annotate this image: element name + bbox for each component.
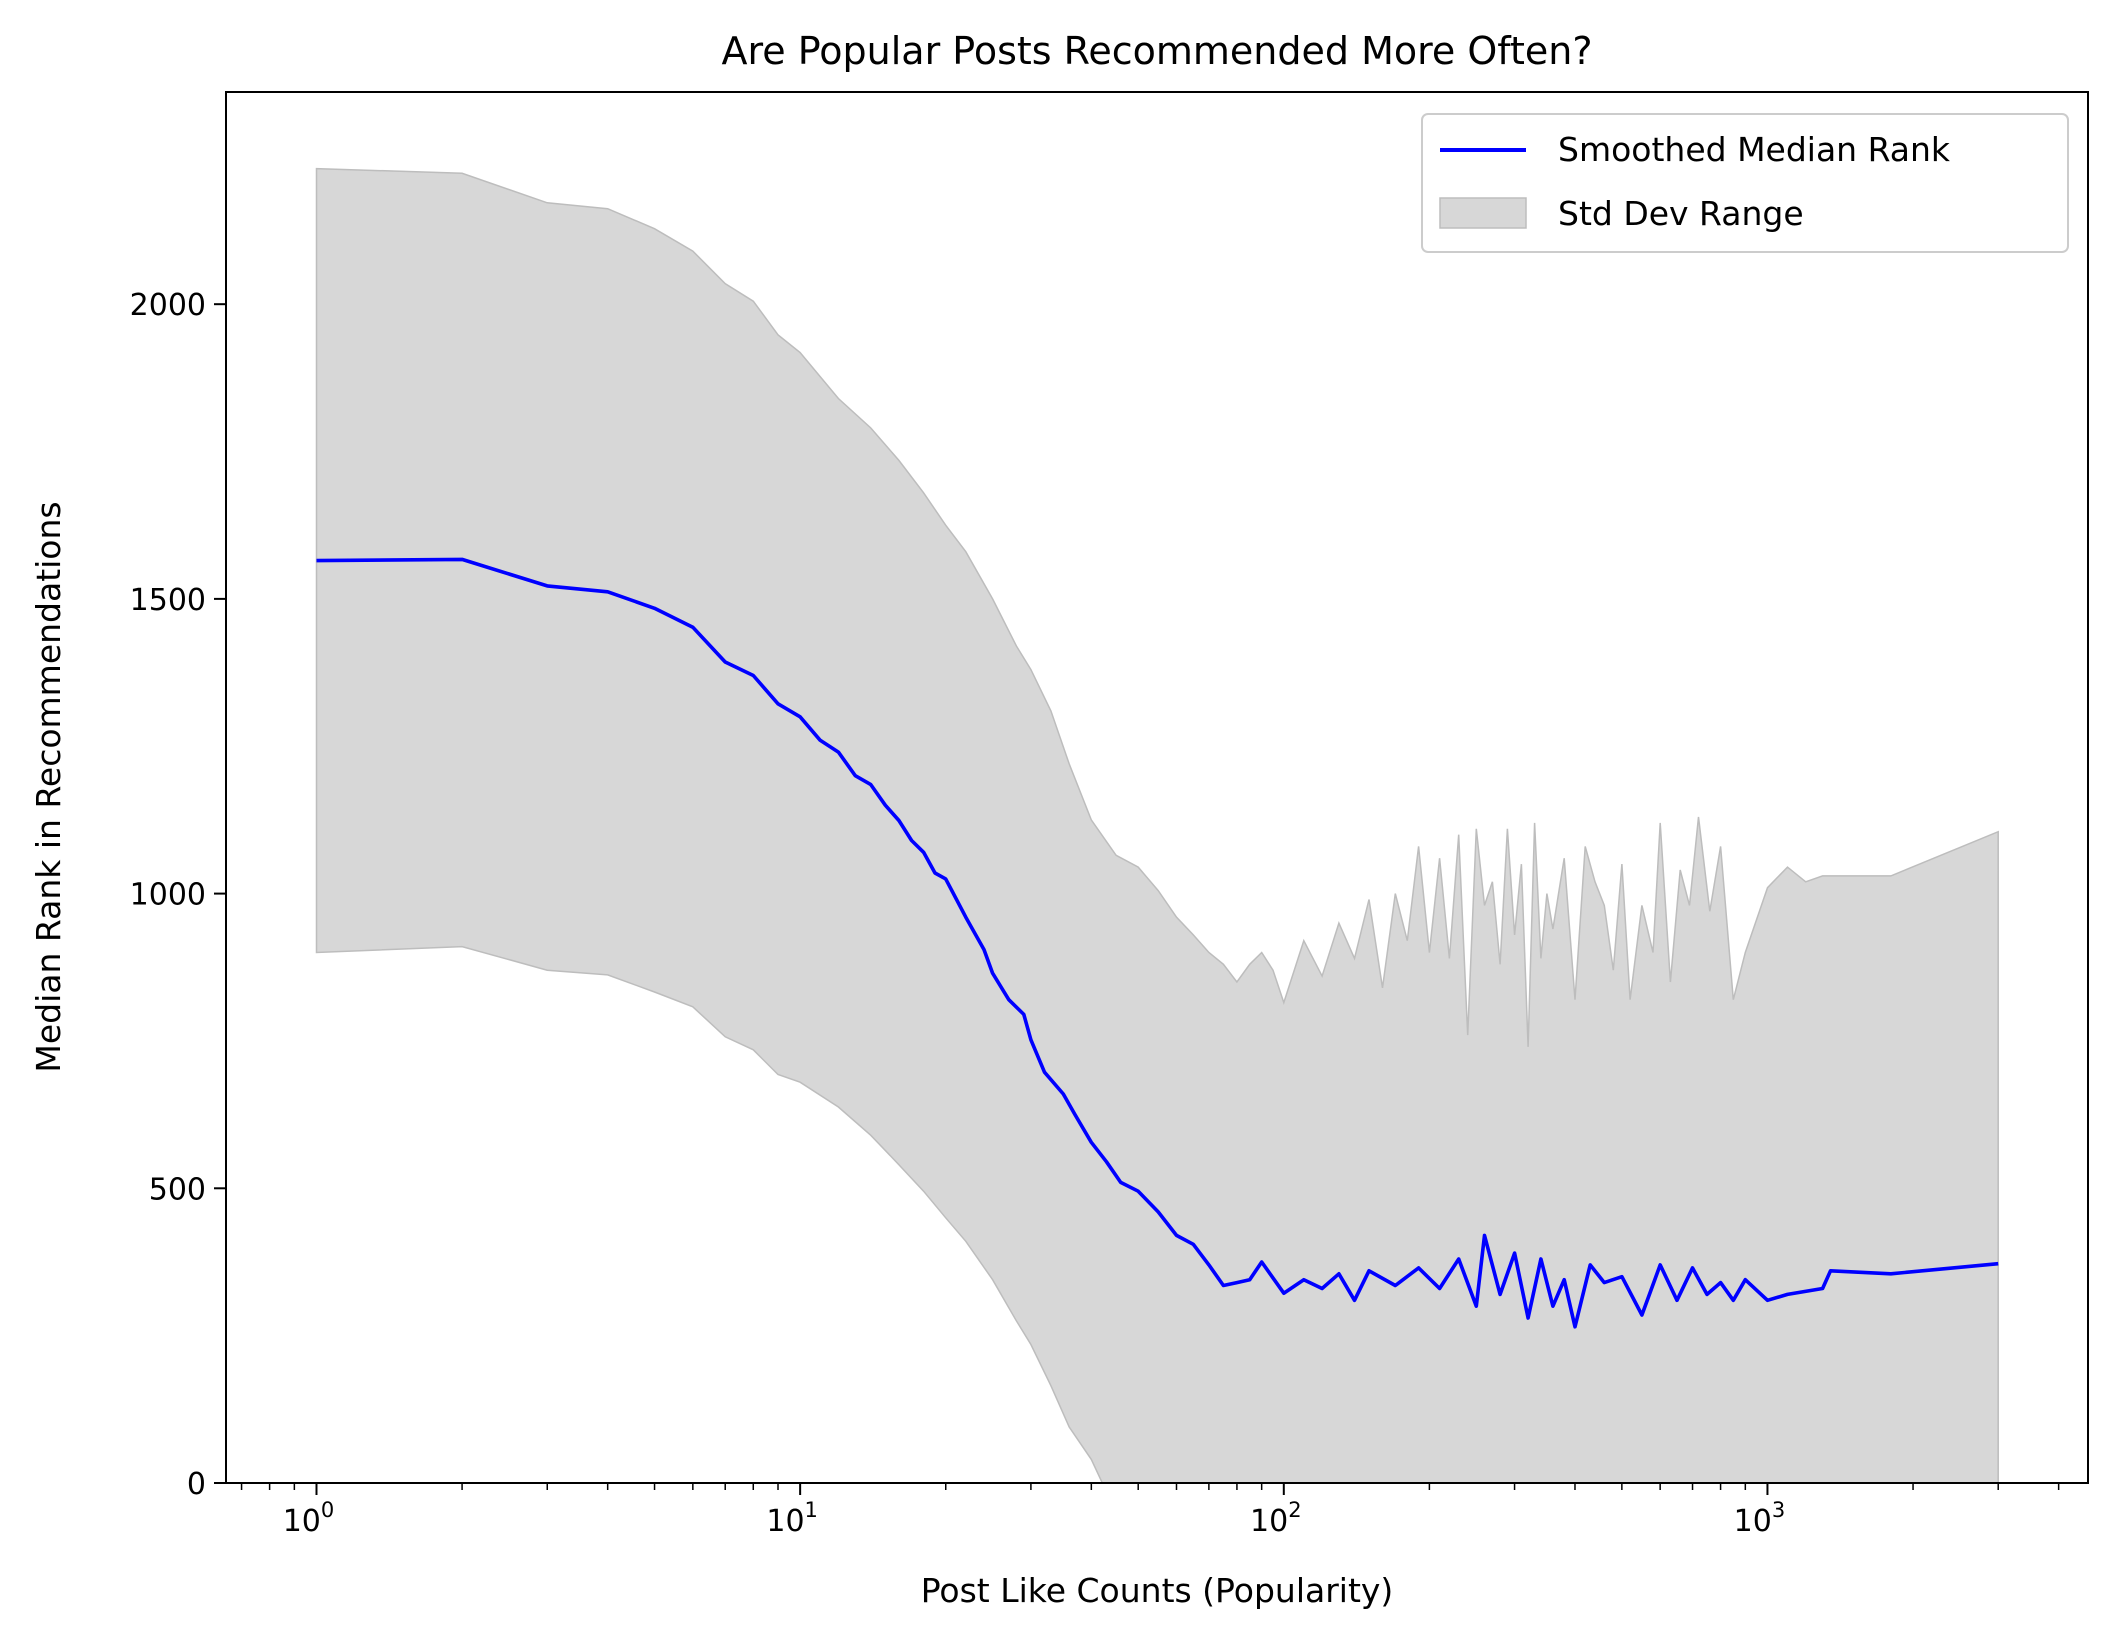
y-axis: 0 500 1000 1500 2000 [130,288,226,1502]
y-tick-label: 1500 [130,583,206,618]
std-dev-band [315,167,1999,1483]
legend-label-median: Smoothed Median Rank [1558,130,1951,169]
plot-area [315,167,1999,1483]
legend: Smoothed Median Rank Std Dev Range [1421,113,2069,253]
x-axis-title: Post Like Counts (Popularity) [921,1571,1394,1610]
median-rank-line [316,557,1999,1329]
y-tick-label: 2000 [130,288,206,323]
legend-band-swatch [1439,197,1527,229]
y-tick-label: 500 [149,1172,206,1207]
x-tick-label: 101 [766,1498,818,1539]
plot-frame [225,91,2089,1484]
legend-label-stddev: Std Dev Range [1558,194,1804,233]
x-axis: 100 101 102 103 [240,1483,2060,1539]
y-tick-label: 0 [187,1467,206,1502]
chart-title: Are Popular Posts Recommended More Often… [721,29,1592,73]
x-tick-label: 103 [1734,1498,1786,1539]
legend-box [1421,113,2069,253]
x-tick-label: 100 [283,1498,335,1539]
x-tick-label: 102 [1250,1498,1302,1539]
y-axis-title: Median Rank in Recommendations [29,501,68,1072]
y-tick-label: 1000 [130,878,206,913]
